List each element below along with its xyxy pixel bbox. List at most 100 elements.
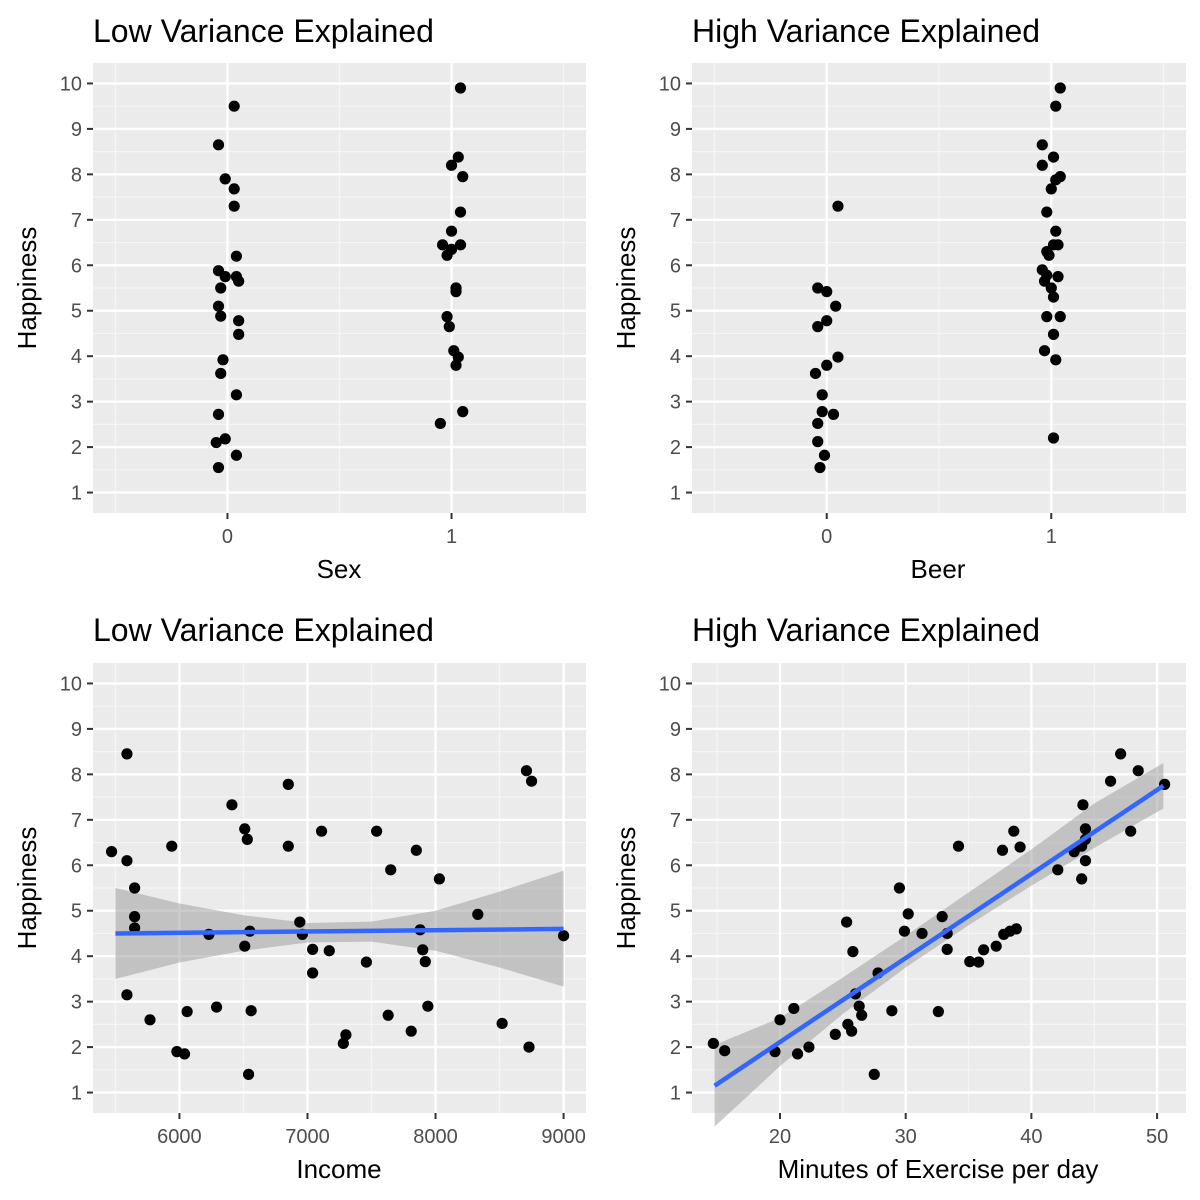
data-point bbox=[245, 1005, 257, 1017]
panel-exercise-happiness: 20 30 40 50 1 2 3 4 5 6 7 8 9 10 High Variance Explai… bbox=[611, 612, 1186, 1184]
panel-title: High Variance Explained bbox=[692, 13, 1040, 49]
data-point bbox=[294, 916, 306, 928]
x-tick-label: 6000 bbox=[157, 1126, 202, 1148]
confidence-band bbox=[115, 870, 564, 987]
data-point bbox=[129, 882, 141, 894]
data-point bbox=[129, 911, 141, 923]
data-point bbox=[382, 1009, 394, 1021]
data-point bbox=[417, 944, 429, 956]
data-point bbox=[853, 1000, 865, 1012]
data-point bbox=[212, 139, 225, 151]
data-point bbox=[719, 1045, 731, 1057]
regression-line bbox=[115, 926, 564, 936]
y-tick-label: 8 bbox=[71, 164, 82, 186]
data-point bbox=[1115, 748, 1127, 760]
data-point bbox=[832, 351, 844, 363]
y-tick-label: 7 bbox=[71, 210, 82, 232]
data-point bbox=[212, 300, 225, 312]
data-point bbox=[827, 408, 840, 420]
data-point bbox=[941, 943, 953, 955]
confidence-band bbox=[714, 763, 1164, 1127]
data-point bbox=[228, 100, 240, 112]
data-point bbox=[219, 173, 231, 185]
y-tick-label: 7 bbox=[71, 810, 82, 832]
data-point bbox=[1050, 174, 1062, 186]
data-point bbox=[219, 271, 231, 283]
data-point bbox=[846, 1025, 858, 1037]
panel-sex-happiness: 0 1 1 2 3 4 5 6 7 8 9 10 Low Variance Explained Sex… bbox=[12, 13, 586, 584]
data-point bbox=[856, 1009, 868, 1021]
x-tick-label: 30 bbox=[895, 1126, 917, 1148]
y-axis-title: Happiness bbox=[12, 227, 42, 350]
data-point bbox=[916, 927, 928, 940]
data-point bbox=[1014, 841, 1026, 853]
data-point bbox=[1052, 864, 1064, 876]
y-tick-label: 4 bbox=[71, 346, 82, 368]
regression-line bbox=[713, 783, 1165, 1088]
data-point bbox=[1054, 82, 1066, 94]
data-point bbox=[832, 200, 844, 212]
data-point bbox=[233, 275, 245, 287]
data-point bbox=[936, 911, 948, 923]
data-point bbox=[454, 239, 467, 251]
x-axis-title: Minutes of Exercise per day bbox=[778, 1154, 1099, 1184]
data-point bbox=[1038, 275, 1051, 287]
data-point bbox=[371, 825, 383, 837]
data-point bbox=[990, 940, 1002, 952]
data-point bbox=[457, 406, 469, 418]
data-point bbox=[166, 840, 178, 852]
data-point bbox=[1008, 825, 1020, 837]
y-tick-label: 2 bbox=[71, 1037, 82, 1059]
y-tick-label: 1 bbox=[71, 1083, 82, 1105]
data-point bbox=[1076, 873, 1088, 885]
y-tick-label: 3 bbox=[670, 992, 681, 1014]
data-point bbox=[212, 408, 225, 420]
y-axis-title: Happiness bbox=[611, 227, 641, 350]
data-point bbox=[121, 748, 133, 760]
x-tick-label: 50 bbox=[1146, 1126, 1168, 1148]
data-point bbox=[816, 406, 828, 418]
data-point bbox=[307, 943, 319, 955]
data-point bbox=[1045, 282, 1057, 294]
data-point bbox=[1036, 159, 1048, 171]
data-point bbox=[337, 1037, 349, 1050]
x-tick-label: 1 bbox=[446, 526, 457, 548]
x-tick-label: 20 bbox=[769, 1126, 791, 1148]
data-point bbox=[814, 461, 826, 474]
data-point bbox=[452, 151, 464, 163]
y-tick-label: 3 bbox=[71, 392, 82, 414]
y-tick-label: 10 bbox=[659, 73, 681, 95]
data-point bbox=[405, 1025, 417, 1037]
data-point bbox=[215, 367, 227, 380]
y-tick-label: 6 bbox=[71, 855, 82, 877]
data-point bbox=[210, 436, 222, 449]
panel-title: Low Variance Explained bbox=[93, 612, 434, 648]
y-tick-label: 2 bbox=[670, 437, 681, 459]
data-point bbox=[239, 823, 251, 835]
y-tick-label: 1 bbox=[670, 483, 681, 505]
data-point bbox=[1050, 225, 1062, 237]
y-tick-label: 4 bbox=[71, 946, 82, 968]
data-point bbox=[228, 200, 240, 212]
data-point bbox=[1038, 345, 1051, 357]
y-tick-label: 5 bbox=[71, 901, 82, 923]
data-point bbox=[868, 1068, 880, 1080]
data-point bbox=[1036, 139, 1048, 151]
data-point bbox=[315, 825, 328, 837]
y-tick-label: 8 bbox=[71, 764, 82, 786]
data-point bbox=[978, 944, 990, 956]
data-point bbox=[1010, 923, 1022, 935]
data-point bbox=[450, 359, 462, 371]
data-point bbox=[1079, 823, 1092, 835]
data-point bbox=[932, 1006, 944, 1018]
data-point bbox=[419, 956, 431, 968]
x-tick-label: 40 bbox=[1020, 1126, 1042, 1148]
data-point bbox=[812, 417, 824, 430]
data-point bbox=[210, 1001, 223, 1013]
data-point bbox=[212, 461, 225, 474]
panel-income-happiness: 6000 7000 8000 9000 1 2 3 4 5 6 7 8 9 10 Low Variance… bbox=[12, 612, 586, 1184]
data-point bbox=[230, 250, 243, 262]
data-point bbox=[121, 855, 133, 867]
data-point bbox=[1047, 432, 1060, 444]
data-point bbox=[841, 916, 853, 928]
